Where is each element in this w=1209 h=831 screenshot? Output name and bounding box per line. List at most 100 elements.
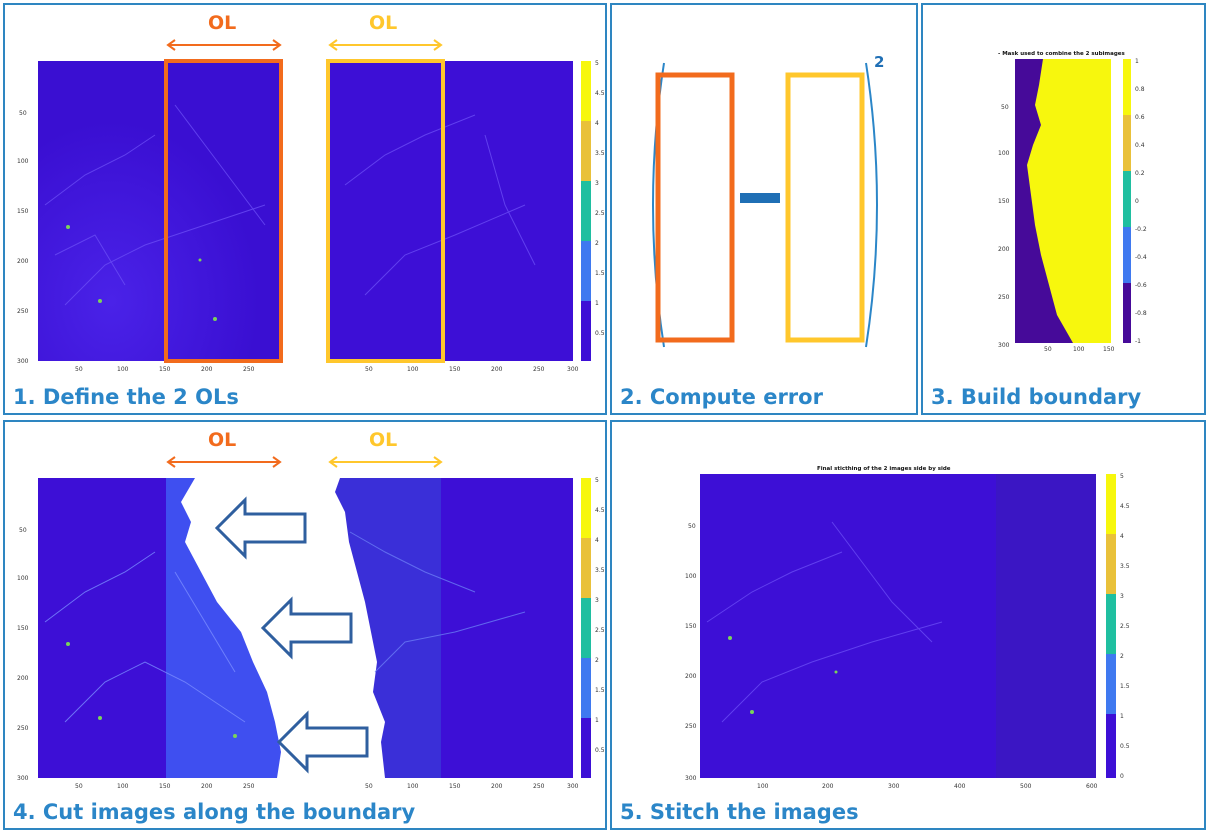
yellow-ol-label: OL <box>369 429 397 451</box>
image2-field <box>441 478 573 778</box>
x-tick: 150 <box>1103 346 1115 353</box>
image1-field <box>38 478 166 778</box>
cbar-tick: 3 <box>595 597 599 604</box>
yellow-ol-label: OL <box>369 12 397 34</box>
y-tick: 100 <box>17 575 29 582</box>
x-tick: 50 <box>1044 346 1052 353</box>
cbar-tick: 1.5 <box>595 687 605 694</box>
x-tick: 100 <box>117 366 129 373</box>
mask-figure: - Mask used to combine the 2 subimages 5… <box>998 51 1147 353</box>
stitch-figure: Final sticthing of the 2 images side by … <box>685 466 1130 790</box>
y-tick: 200 <box>17 675 29 682</box>
x-tick: 50 <box>365 366 373 373</box>
panel1-figure: OL OL 50 100 150 200 250 300 50 100 150 … <box>17 12 605 373</box>
shift-arrow-icon <box>260 596 353 660</box>
image2-cut-region <box>335 478 441 778</box>
x-tick: 100 <box>1073 346 1085 353</box>
cbar-tick: 2.5 <box>595 210 605 217</box>
x-tick: 400 <box>954 783 966 790</box>
right-paren <box>865 62 878 348</box>
y-tick: 150 <box>17 208 29 215</box>
cbar-tick: 1 <box>1135 58 1139 65</box>
x-tick: 50 <box>75 783 83 790</box>
error-formula: 2 <box>652 53 884 348</box>
y-tick: 50 <box>1001 104 1009 111</box>
cbar-tick: 4.5 <box>595 90 605 97</box>
x-tick: 50 <box>365 783 373 790</box>
x-tick: 500 <box>1020 783 1032 790</box>
cbar-tick: 4 <box>595 120 599 127</box>
stitched-field <box>700 474 996 778</box>
x-tick: 250 <box>243 783 255 790</box>
cbar-tick: -0.2 <box>1135 226 1147 233</box>
x-tick: 50 <box>75 366 83 373</box>
cbar-tick: -0.4 <box>1135 254 1147 261</box>
shift-arrow-icon <box>276 710 369 774</box>
cbar-tick: 1 <box>595 717 599 724</box>
x-tick: 100 <box>407 783 419 790</box>
orange-ol-label: OL <box>208 429 236 451</box>
x-tick: 150 <box>159 366 171 373</box>
y-tick: 300 <box>17 358 29 365</box>
y-tick: 200 <box>17 258 29 265</box>
cbar-tick: 0.5 <box>595 747 605 754</box>
cbar-tick: 5 <box>595 477 599 484</box>
mask-boundary-region <box>1015 59 1073 343</box>
image2-field <box>328 61 573 361</box>
cbar-tick: 0.5 <box>1120 743 1130 750</box>
cbar-tick: 4 <box>1120 533 1124 540</box>
image1-field <box>38 61 283 361</box>
x-tick: 150 <box>449 783 461 790</box>
cbar-tick: 0 <box>1135 198 1139 205</box>
x-tick: 250 <box>533 366 545 373</box>
cbar-tick: 1 <box>595 300 599 307</box>
cbar-tick: 0.4 <box>1135 142 1145 149</box>
yellow-ol-arrow <box>328 39 443 51</box>
cbar-tick: 5 <box>595 60 599 67</box>
cbar-tick: 2 <box>595 657 599 664</box>
yellow-ol-arrow <box>328 456 443 468</box>
x-tick: 250 <box>533 783 545 790</box>
y-tick: 100 <box>685 573 697 580</box>
panel-stitch-images: Final sticthing of the 2 images side by … <box>610 420 1206 830</box>
y-tick: 250 <box>17 308 29 315</box>
cbar-tick: 1.5 <box>1120 683 1130 690</box>
x-tick: 250 <box>243 366 255 373</box>
stitched-empty-region <box>996 474 1096 778</box>
x-tick: 150 <box>449 366 461 373</box>
x-tick: 200 <box>491 783 503 790</box>
panel-compute-error: 2 2. Compute error <box>610 3 918 415</box>
cbar-tick: 5 <box>1120 473 1124 480</box>
panel-define-ols: OL OL 50 100 150 200 250 300 50 100 150 … <box>3 3 607 415</box>
y-tick: 100 <box>998 150 1010 157</box>
panel-build-boundary: - Mask used to combine the 2 subimages 5… <box>921 3 1206 415</box>
cbar-tick: 1.5 <box>595 270 605 277</box>
cbar-tick: 3.5 <box>595 567 605 574</box>
y-tick: 200 <box>998 246 1010 253</box>
shift-arrow-icon <box>214 496 307 560</box>
panel-caption: 4. Cut images along the boundary <box>13 800 416 824</box>
cbar-tick: 3.5 <box>1120 563 1130 570</box>
cbar-tick: 4.5 <box>1120 503 1130 510</box>
cbar-tick: 0.5 <box>595 330 605 337</box>
cbar-tick: 1 <box>1120 713 1124 720</box>
x-tick: 200 <box>491 366 503 373</box>
x-tick: 100 <box>757 783 769 790</box>
x-tick: 100 <box>117 783 129 790</box>
x-tick: 300 <box>567 366 579 373</box>
cbar-tick: 2.5 <box>1120 623 1130 630</box>
y-tick: 150 <box>685 623 697 630</box>
cbar-tick: 2.5 <box>595 627 605 634</box>
y-tick: 300 <box>998 342 1010 349</box>
image1-cut-region <box>166 478 281 778</box>
yellow-overlap-box <box>326 59 445 363</box>
x-tick: 300 <box>567 783 579 790</box>
y-tick: 100 <box>17 158 29 165</box>
orange-ol-arrow <box>166 39 282 51</box>
cbar-tick: 0.6 <box>1135 114 1145 121</box>
x-tick: 600 <box>1086 783 1098 790</box>
x-tick: 200 <box>201 783 213 790</box>
cbar-tick: 2 <box>595 240 599 247</box>
panel-caption: 2. Compute error <box>620 385 823 409</box>
cbar-tick: 0.2 <box>1135 170 1145 177</box>
